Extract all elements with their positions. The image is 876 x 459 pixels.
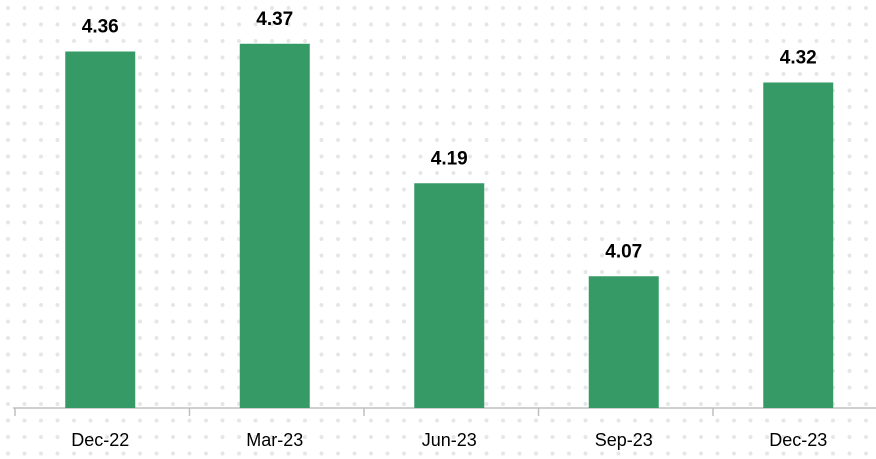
value-label: 4.32 xyxy=(780,48,817,69)
value-label: 4.36 xyxy=(82,17,119,38)
bar xyxy=(763,82,834,408)
value-label: 4.19 xyxy=(431,148,468,169)
x-tick-label: Dec-23 xyxy=(769,430,827,450)
bar xyxy=(65,51,136,408)
bar xyxy=(239,43,310,408)
value-label: 4.37 xyxy=(256,9,293,30)
x-tick-label: Jun-23 xyxy=(422,430,477,450)
value-label: 4.07 xyxy=(605,241,642,262)
bar xyxy=(414,183,485,408)
x-tick-label: Dec-22 xyxy=(71,430,129,450)
bar xyxy=(588,276,659,408)
x-tick-label: Sep-23 xyxy=(595,430,653,450)
x-tick-label: Mar-23 xyxy=(246,430,303,450)
